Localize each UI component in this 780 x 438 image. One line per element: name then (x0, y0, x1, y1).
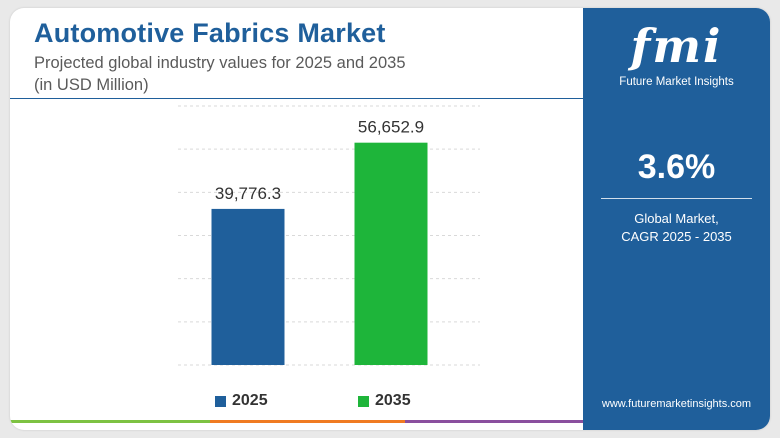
cagr-divider (601, 198, 752, 199)
chart-title: Automotive Fabrics Market (34, 18, 386, 48)
cagr-value: 3.6% (637, 148, 716, 186)
chart-subtitle: Projected global industry values for 202… (34, 54, 406, 72)
legend-swatch-2035 (358, 395, 369, 407)
unit-label: (in USD Million) (34, 76, 149, 94)
side-panel: fmi Future Market Insights 3.6% Global M… (583, 8, 770, 430)
cagr-label-line2: CAGR 2025 - 2035 (621, 229, 732, 244)
bar-chart: 39,776.3 56,652.9 (178, 105, 480, 366)
website-link[interactable]: www.futuremarketinsights.com (601, 398, 752, 410)
data-label-2025: 39,776.3 (215, 184, 281, 203)
bottom-band-purple (405, 420, 583, 423)
legend-label-2035: 2035 (375, 392, 411, 409)
fmi-logo: fmi (630, 19, 723, 73)
logo-subtitle: Future Market Insights (619, 76, 734, 88)
cagr-label: Global Market, CAGR 2025 - 2035 (583, 210, 770, 246)
bar-2035 (354, 142, 428, 365)
bottom-band-orange (210, 420, 405, 423)
legend-label-2025: 2025 (232, 392, 268, 409)
cagr-label-line1: Global Market, (634, 211, 719, 226)
header-divider (10, 98, 583, 99)
legend-item-2035: 2035 (358, 392, 411, 410)
data-label-2035: 56,652.9 (358, 118, 424, 137)
legend-item-2025: 2025 (215, 392, 268, 410)
infographic-card: Automotive Fabrics Market Projected glob… (10, 8, 770, 430)
bar-2025 (211, 208, 285, 365)
bottom-band-green (10, 420, 210, 423)
legend-swatch-2025 (215, 395, 226, 407)
